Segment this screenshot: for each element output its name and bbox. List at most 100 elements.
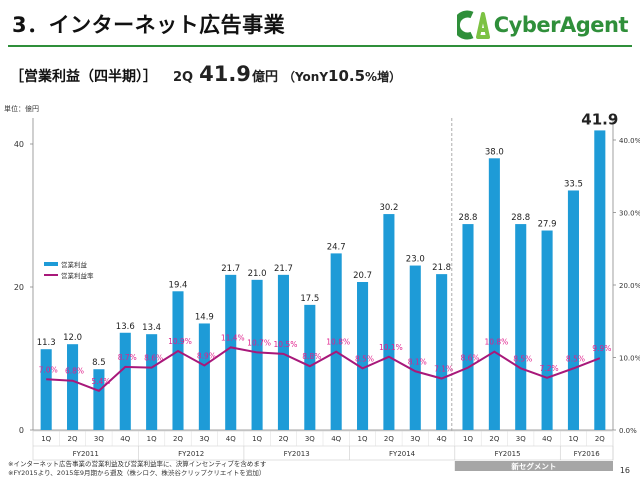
bar-operating-profit bbox=[357, 281, 369, 430]
bar-operating-profit bbox=[330, 253, 342, 430]
line-value-label: 8.5% bbox=[566, 354, 585, 363]
logo-mark-icon bbox=[456, 10, 490, 40]
bar-value-label: 38.0 bbox=[485, 147, 504, 157]
bar-operating-profit bbox=[225, 274, 237, 430]
line-value-label: 10.1% bbox=[379, 343, 403, 352]
bar-value-label: 20.7 bbox=[353, 271, 372, 281]
bar-value-label: 8.5 bbox=[92, 358, 106, 368]
new-segment-label: 新セグメント bbox=[511, 461, 556, 471]
x-tick-label: 2Q bbox=[278, 435, 288, 443]
fiscal-year-label: FY2012 bbox=[178, 450, 204, 458]
x-tick-label: 3Q bbox=[94, 435, 104, 443]
logo-text: CyberAgent bbox=[493, 13, 629, 37]
bar-value-label: 21.7 bbox=[221, 264, 240, 274]
line-value-label: 8.6% bbox=[144, 354, 163, 363]
bar-value-label: 13.4 bbox=[142, 323, 161, 333]
x-tick-label: 1Q bbox=[358, 435, 368, 443]
new-segment-band bbox=[454, 461, 613, 471]
bar-value-label: 21.7 bbox=[274, 264, 293, 274]
bar-operating-profit bbox=[93, 369, 105, 430]
bar-operating-profit bbox=[146, 334, 158, 430]
bar-operating-profit bbox=[383, 214, 395, 430]
bar-value-label: 23.0 bbox=[406, 255, 425, 265]
bar-operating-profit bbox=[594, 130, 606, 431]
line-value-label: 10.9% bbox=[168, 337, 192, 346]
x-tick-label: 3Q bbox=[516, 435, 526, 443]
x-tick-label: 1Q bbox=[41, 435, 51, 443]
y-tick-right: 40.0% bbox=[619, 137, 640, 145]
bar-operating-profit bbox=[304, 304, 316, 430]
yoy-prefix: （YonY bbox=[282, 70, 329, 84]
header-divider bbox=[8, 45, 632, 47]
bar-value-label: 17.5 bbox=[300, 294, 319, 304]
line-value-label: 8.8% bbox=[302, 352, 321, 361]
line-value-label: 10.7% bbox=[247, 338, 271, 347]
x-tick-label: 4Q bbox=[226, 435, 236, 443]
fiscal-year-label: FY2013 bbox=[284, 450, 310, 458]
bar-operating-profit bbox=[67, 344, 79, 430]
unit-label: 単位：億円 bbox=[4, 104, 39, 113]
bar-value-label: 41.9 bbox=[581, 110, 618, 128]
line-value-label: 5.4% bbox=[91, 377, 110, 386]
x-tick-label: 3Q bbox=[199, 435, 209, 443]
cyberagent-logo: CyberAgent bbox=[456, 10, 629, 40]
y-tick-right: 10.0% bbox=[619, 355, 640, 363]
bar-operating-profit bbox=[172, 291, 184, 430]
y-tick-right: 0.0% bbox=[619, 427, 637, 435]
line-value-label: 8.5% bbox=[355, 354, 374, 363]
fiscal-year-label: FY2011 bbox=[73, 450, 99, 458]
bar-operating-profit bbox=[488, 158, 500, 431]
bar-operating-profit bbox=[119, 332, 131, 430]
bar-value-label: 11.3 bbox=[37, 338, 56, 348]
line-value-label: 6.8% bbox=[65, 367, 84, 376]
line-value-label: 7.1% bbox=[434, 365, 453, 374]
line-value-label: 10.8% bbox=[326, 338, 350, 347]
yoy-value: 10.5 bbox=[328, 67, 366, 85]
bar-operating-profit bbox=[436, 274, 448, 430]
bar-value-label: 33.5 bbox=[564, 179, 583, 189]
x-tick-label: 2Q bbox=[595, 435, 605, 443]
legend-bar-swatch bbox=[44, 262, 58, 266]
x-tick-label: 2Q bbox=[489, 435, 499, 443]
x-tick-label: 3Q bbox=[410, 435, 420, 443]
x-tick-label: 4Q bbox=[120, 435, 130, 443]
x-tick-label: 1Q bbox=[568, 435, 578, 443]
page-title: 3．インターネット広告事業 bbox=[12, 13, 286, 37]
x-tick-label: 4Q bbox=[331, 435, 341, 443]
x-tick-label: 2Q bbox=[68, 435, 78, 443]
line-value-label: 11.4% bbox=[221, 333, 245, 342]
footnote: ※インターネット広告事業の営業利益及び営業利益率に、決算インセンティブを含めます… bbox=[8, 460, 267, 477]
x-tick-label: 1Q bbox=[252, 435, 262, 443]
x-tick-label: 4Q bbox=[542, 435, 552, 443]
line-value-label: 8.6% bbox=[460, 354, 479, 363]
bar-operating-profit bbox=[515, 224, 527, 430]
line-value-label: 8.9% bbox=[197, 351, 216, 360]
x-tick-label: 2Q bbox=[384, 435, 394, 443]
subtitle-quarter: 2Q bbox=[173, 70, 194, 85]
bar-operating-profit bbox=[277, 274, 289, 430]
bar-operating-profit bbox=[409, 265, 421, 430]
fiscal-year-label: FY2014 bbox=[389, 450, 416, 458]
bar-operating-profit bbox=[40, 349, 52, 430]
page-number: 16 bbox=[619, 466, 630, 475]
legend-line-label: 営業利益率 bbox=[61, 271, 94, 280]
subtitle-value: 41.9 bbox=[199, 62, 251, 86]
y-tick-right: 30.0% bbox=[619, 210, 640, 218]
bar-operating-profit bbox=[251, 279, 263, 430]
bar-value-label: 13.6 bbox=[116, 322, 135, 332]
yoy-suffix: %増） bbox=[365, 70, 402, 84]
subtitle-unit: 億円 bbox=[251, 70, 278, 85]
bar-operating-profit bbox=[567, 190, 579, 430]
bar-value-label: 21.0 bbox=[248, 269, 267, 279]
subtitle-yoy: （YonY10.5%増） bbox=[283, 67, 401, 85]
line-value-label: 10.5% bbox=[274, 340, 298, 349]
bar-value-label: 12.0 bbox=[63, 333, 82, 343]
x-tick-label: 4Q bbox=[437, 435, 447, 443]
x-tick-label: 1Q bbox=[147, 435, 157, 443]
fiscal-year-label: FY2015 bbox=[494, 450, 520, 458]
line-value-label: 8.5% bbox=[513, 354, 532, 363]
bar-operating-profit bbox=[541, 230, 553, 430]
line-value-label: 10.8% bbox=[484, 338, 508, 347]
subtitle: ［営業利益（四半期）］ 2Q 41.9 億円 （YonY10.5%増） bbox=[10, 62, 401, 86]
